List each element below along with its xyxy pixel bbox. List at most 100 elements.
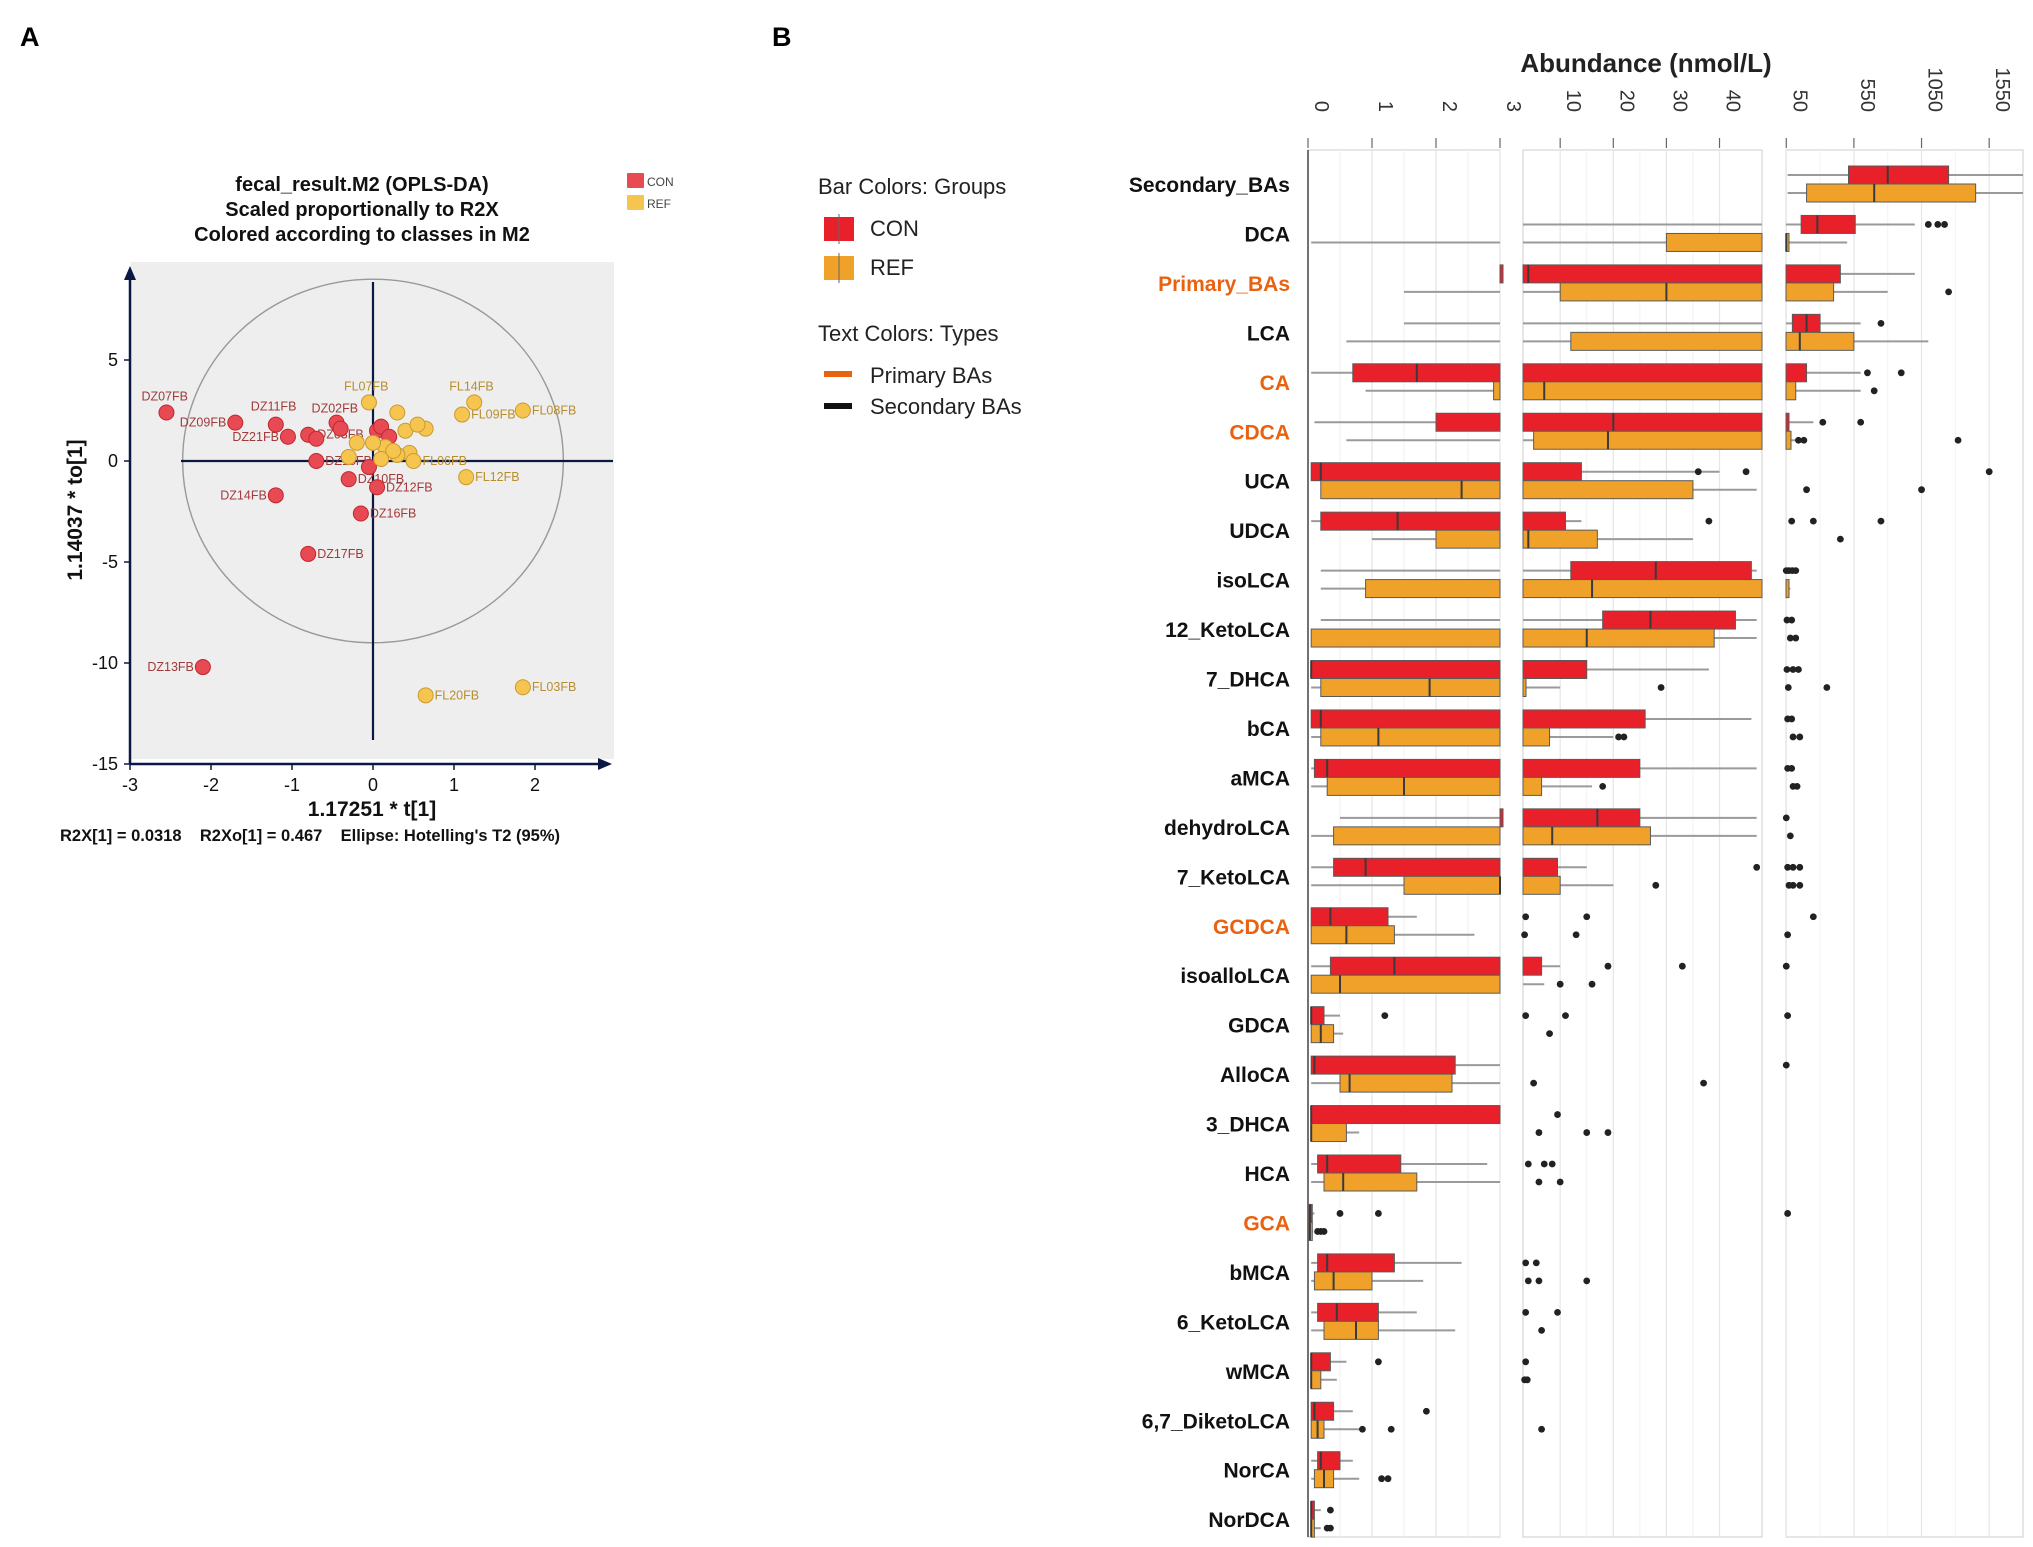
score-point: [365, 434, 381, 451]
score-point-label: DZ02FB: [312, 402, 359, 416]
box-body: [1522, 462, 1582, 482]
box-outlier: [1803, 486, 1810, 494]
box-outlier: [1800, 436, 1808, 444]
score-point: [348, 434, 365, 451]
box-outlier: [1789, 863, 1797, 871]
score-point: [279, 428, 296, 445]
box-outlier: [1532, 1259, 1540, 1267]
box-body: [1800, 214, 1856, 234]
box-outlier: [1918, 486, 1925, 494]
box-outlier: [1556, 1178, 1564, 1186]
box-body: [1522, 381, 1763, 401]
score-point-label: FL07FB: [344, 379, 388, 393]
legend-item-con: CON: [870, 216, 919, 241]
box-outlier: [1795, 666, 1802, 673]
box-outlier: [1788, 715, 1796, 723]
box-body: [1785, 363, 1808, 383]
legend-swatch-ref: [627, 195, 644, 210]
bile-acid-label: AlloCA: [1220, 1064, 1290, 1087]
plot-a-footer: R2X[1] = 0.0318 R2Xo[1] = 0.467 Ellipse:…: [60, 827, 560, 845]
box-body: [1323, 1172, 1418, 1192]
bile-acid-label: dehydroLCA: [1164, 817, 1290, 840]
box-outlier: [1796, 863, 1804, 871]
facet-tick-label: 1050: [1924, 68, 1946, 113]
bile-acid-label: 6,7_DiketoLCA: [1142, 1410, 1290, 1433]
box-body: [1352, 363, 1501, 383]
box-outlier: [1784, 684, 1792, 691]
box-outlier: [1864, 369, 1871, 377]
bile-acid-label: NorDCA: [1208, 1509, 1290, 1532]
box-body: [1320, 511, 1501, 531]
box-outlier: [1783, 616, 1791, 624]
bile-acid-label: aMCA: [1230, 767, 1290, 790]
box-outlier: [1546, 1030, 1553, 1038]
legend-groups-title: Bar Colors: Groups: [818, 174, 1006, 199]
legend-key-secondary: [824, 403, 852, 409]
score-point-label: DZ17FB: [317, 547, 364, 561]
box-body: [1310, 1055, 1456, 1075]
score-point: [385, 442, 402, 459]
score-point: [514, 402, 531, 419]
score-point-label: DZ09FB: [180, 416, 227, 430]
score-point-label: FL20FB: [435, 688, 479, 702]
facet-tick-label: 550: [1856, 79, 1878, 112]
box-body: [1785, 412, 1790, 432]
facet-tick-label: 30: [1668, 90, 1690, 112]
box-body: [1522, 709, 1646, 729]
score-point: [360, 459, 377, 476]
box-outlier: [1535, 1178, 1543, 1186]
box-outlier: [1945, 288, 1952, 296]
box-body: [1310, 628, 1501, 648]
score-point: [369, 479, 386, 496]
score-point: [227, 414, 244, 431]
score-point-label: FL14FB: [449, 379, 493, 393]
score-point-label: DZ21FB: [232, 430, 279, 444]
score-point-label: DZ07FB: [141, 390, 188, 404]
box-outlier: [1809, 913, 1817, 921]
score-point: [267, 487, 284, 504]
box-outlier: [1792, 567, 1800, 574]
box-outlier: [1985, 468, 1993, 476]
bile-acid-label: GCA: [1243, 1212, 1290, 1235]
score-point: [308, 453, 325, 469]
box-outlier: [1522, 1012, 1530, 1020]
box-outlier: [1423, 1407, 1430, 1415]
facet-tick-label: 20: [1615, 90, 1637, 112]
bile-acid-label: 7_KetoLCA: [1177, 866, 1290, 889]
box-outlier: [1615, 733, 1622, 741]
box-outlier: [1786, 634, 1794, 642]
bile-acid-label: CA: [1260, 372, 1290, 395]
score-point: [373, 450, 390, 467]
bile-acid-label: NorCA: [1224, 1460, 1291, 1483]
box-outlier: [1782, 1061, 1790, 1069]
bile-acid-label: isoalloLCA: [1180, 965, 1290, 988]
box-body: [1333, 857, 1501, 877]
box-outlier: [1583, 913, 1591, 921]
box-body: [1785, 282, 1835, 302]
score-point: [267, 416, 284, 433]
box-outlier: [1524, 1160, 1532, 1168]
score-point: [352, 505, 369, 522]
box-body: [1785, 430, 1792, 450]
box-body: [1310, 925, 1395, 945]
score-point-label: DZ10FB: [358, 472, 405, 486]
score-point-label: FL06FB: [423, 454, 467, 468]
legend-item-ref: REF: [870, 255, 914, 280]
legend-item-primary: Primary BAs: [870, 363, 992, 388]
box-outlier: [1657, 684, 1665, 691]
score-point-label: FL12FB: [475, 470, 519, 484]
score-point: [409, 416, 426, 433]
box-body: [1323, 1320, 1379, 1340]
box-body: [1785, 264, 1841, 284]
legend-types-title: Text Colors: Types: [818, 321, 999, 346]
score-point: [417, 687, 434, 704]
box-body: [1785, 579, 1790, 599]
score-point-label: DZ11FB: [251, 400, 297, 414]
x-tick-label: 0: [368, 775, 378, 795]
box-body: [1522, 480, 1694, 500]
box-outlier: [1535, 1129, 1543, 1136]
score-point: [458, 469, 475, 486]
box-outlier: [1788, 765, 1796, 772]
score-point: [360, 394, 377, 411]
box-body: [1320, 678, 1501, 697]
